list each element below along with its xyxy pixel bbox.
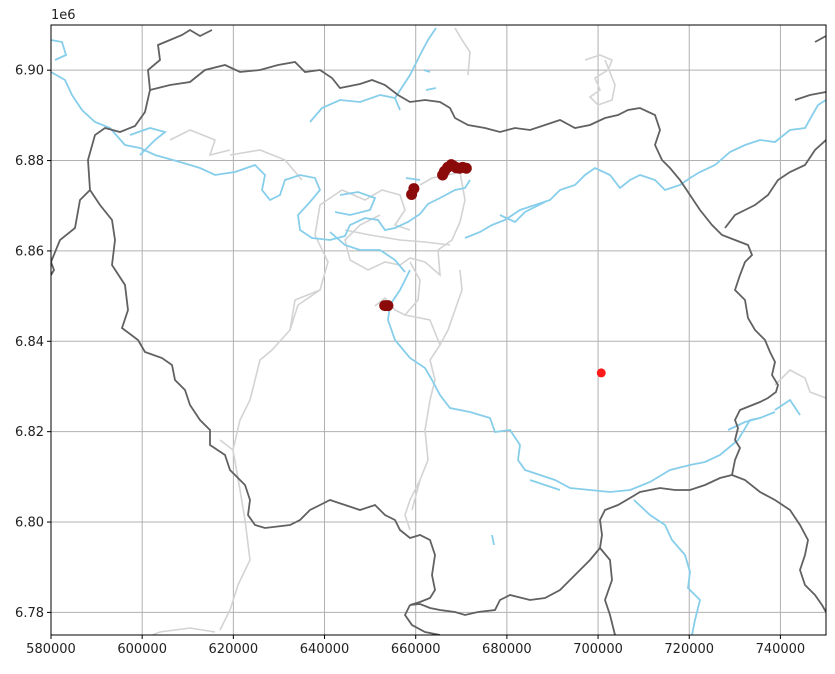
scatter-point	[408, 183, 420, 195]
x-tick-label: 720000	[664, 642, 714, 657]
y-tick-label: 6.78	[15, 606, 44, 621]
x-tick-label: 580000	[26, 642, 76, 657]
y-tick-label: 6.82	[15, 425, 44, 440]
y-offset-label: 1e6	[51, 8, 76, 23]
x-tick-label: 620000	[209, 642, 259, 657]
x-tick-label: 680000	[482, 642, 532, 657]
department-borders	[51, 28, 826, 635]
scatter-points	[379, 159, 606, 378]
axis-ticks: 580000 600000 620000 640000 660000 680000 7000…	[15, 64, 805, 657]
x-tick-label: 600000	[117, 642, 167, 657]
y-tick-label: 6.80	[15, 516, 44, 531]
plot-area	[51, 25, 826, 635]
y-tick-label: 6.86	[15, 244, 44, 259]
x-tick-label: 660000	[391, 642, 441, 657]
y-tick-label: 6.90	[15, 64, 44, 79]
scatter-point	[596, 368, 606, 378]
x-tick-label: 700000	[573, 642, 623, 657]
rivers	[51, 27, 826, 635]
y-tick-label: 6.84	[15, 335, 44, 350]
x-tick-label: 740000	[756, 642, 806, 657]
scatter-point	[460, 162, 472, 174]
x-tick-label: 640000	[300, 642, 350, 657]
scatter-point	[382, 300, 394, 312]
y-tick-label: 6.88	[15, 154, 44, 169]
plot-frame	[50, 24, 827, 636]
commune-borders	[150, 27, 826, 635]
